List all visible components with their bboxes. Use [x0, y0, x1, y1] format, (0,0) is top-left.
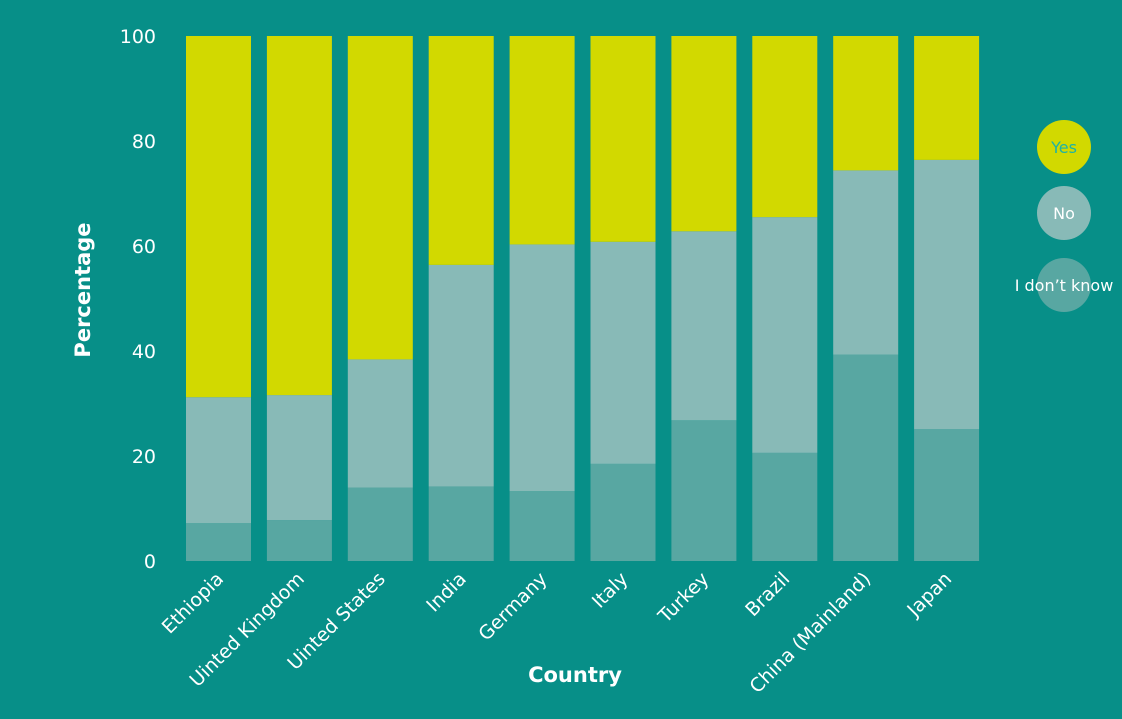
bar-segment — [509, 491, 575, 561]
bar-segment — [833, 36, 899, 171]
legend: Yes No I don’t know — [1015, 120, 1114, 312]
y-tick-label: 60 — [132, 236, 156, 258]
bar-segment — [752, 217, 818, 453]
bar-segment — [671, 231, 737, 421]
x-tick-label: Japan — [902, 568, 956, 622]
y-tick-label: 80 — [132, 131, 156, 153]
bar-segment — [347, 36, 413, 360]
x-tick-label: Turkey — [653, 568, 713, 628]
bar-segment — [428, 36, 494, 265]
bar-segment — [914, 159, 980, 430]
y-axis-title: Percentage — [71, 222, 95, 357]
bar-segment — [914, 36, 980, 160]
bar-segment — [266, 520, 332, 561]
bar-segment — [752, 36, 818, 218]
bar-segment — [833, 170, 899, 355]
y-tick-label: 0 — [144, 551, 156, 573]
bar-segment — [266, 36, 332, 396]
x-axis-title: Country — [528, 663, 622, 687]
x-tick-label: Italy — [588, 568, 633, 613]
x-tick-label: Ethiopia — [158, 568, 228, 638]
legend-swatch — [1037, 186, 1091, 240]
bar-segment — [752, 452, 818, 561]
bar-segment — [347, 487, 413, 561]
bar-segment — [186, 397, 251, 524]
legend-label: No — [1053, 204, 1075, 223]
bar-segment — [833, 354, 899, 561]
bar-segment — [266, 395, 332, 521]
bar-segment — [590, 36, 656, 242]
bar-segment — [914, 429, 980, 561]
y-tick-label: 20 — [132, 446, 156, 468]
legend-swatch — [1037, 120, 1091, 174]
x-tick-label: Germany — [474, 568, 551, 645]
legend-label: Yes — [1050, 138, 1077, 157]
bar-segment — [186, 36, 251, 398]
y-axis: 0 20 40 60 80 100 — [120, 26, 156, 573]
x-tick-label: Brazil — [741, 568, 794, 621]
bar-segment — [671, 420, 737, 561]
plot-area — [186, 36, 980, 562]
y-tick-label: 40 — [132, 341, 156, 363]
bar-segment — [590, 241, 656, 464]
x-tick-label: India — [422, 568, 471, 617]
bar-segment — [590, 463, 656, 562]
y-tick-label: 100 — [120, 26, 156, 48]
bar-segment — [347, 359, 413, 488]
bar-segment — [509, 36, 575, 245]
bar-segment — [428, 486, 494, 561]
bar-segment — [428, 264, 494, 487]
bar-segment — [671, 36, 737, 232]
bar-segment — [509, 244, 575, 492]
legend-swatch — [1037, 258, 1091, 312]
bar-segment — [186, 523, 251, 561]
legend-label: I don’t know — [1015, 276, 1114, 295]
